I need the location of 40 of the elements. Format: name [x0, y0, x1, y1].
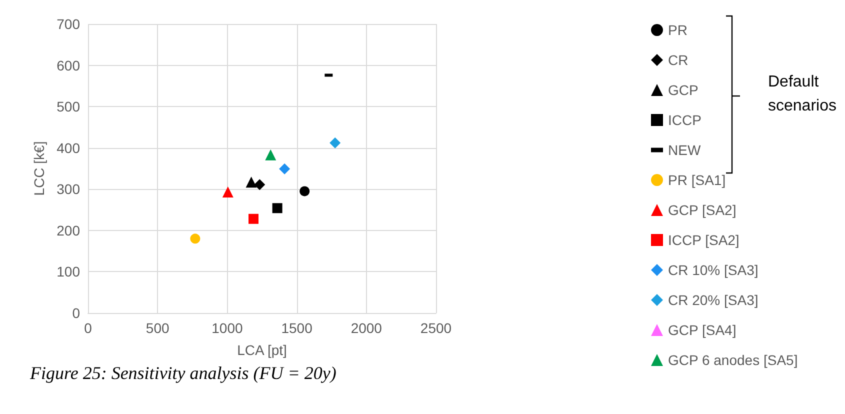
point [300, 186, 310, 196]
legend-label: GCP 6 anodes [SA5] [668, 352, 798, 368]
legend-label: PR [SA1] [668, 172, 726, 188]
legend-label: ICCP [668, 112, 702, 128]
y-tick-label: 300 [56, 181, 80, 198]
x-tick-label: 0 [84, 320, 92, 336]
point [265, 149, 276, 160]
caption: Figure 25: Sensitivity analysis (FU = 20y) [29, 363, 336, 383]
y-tick-label: 500 [56, 98, 80, 115]
legend-label: CR 20% [SA3] [668, 292, 758, 308]
y-axis-title: LCC [k€] [31, 141, 47, 196]
legend-label: GCP [668, 82, 698, 98]
x-axis-title: LCA [pt] [237, 342, 287, 358]
x-tick-label: 1500 [281, 320, 313, 336]
point [246, 176, 257, 188]
point [248, 214, 259, 224]
legend-label: ICCP [SA2] [668, 232, 740, 248]
point [254, 179, 266, 190]
y-tick-label: 700 [56, 16, 80, 32]
point [330, 137, 341, 148]
legend-label: GCP [SA2] [668, 202, 736, 218]
text: Default scenarios [768, 74, 836, 114]
y-tick-label: 400 [56, 140, 80, 156]
x-tick-label: 2500 [420, 320, 452, 336]
y-tick-label: 100 [56, 264, 80, 280]
point [222, 186, 234, 198]
x-tick-label: 2000 [350, 320, 382, 336]
point [190, 234, 200, 244]
legend-label: PR [668, 22, 688, 38]
y-tick-label: 0 [72, 305, 80, 321]
legend-label: CR [668, 52, 688, 68]
y-tick-label: 600 [56, 57, 80, 74]
point [272, 203, 282, 214]
x-tick-label: 1000 [212, 320, 243, 336]
legend-label: NEW [668, 142, 702, 158]
legend-label: GCP [SA4] [668, 322, 736, 338]
point [279, 163, 290, 174]
x-tick-label: 500 [146, 320, 170, 336]
legend-label: CR 10% [SA3] [668, 262, 758, 278]
y-tick-label: 200 [56, 222, 80, 238]
